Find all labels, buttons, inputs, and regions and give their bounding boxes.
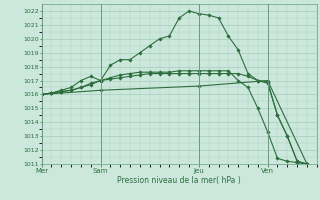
X-axis label: Pression niveau de la mer( hPa ): Pression niveau de la mer( hPa ): [117, 176, 241, 185]
